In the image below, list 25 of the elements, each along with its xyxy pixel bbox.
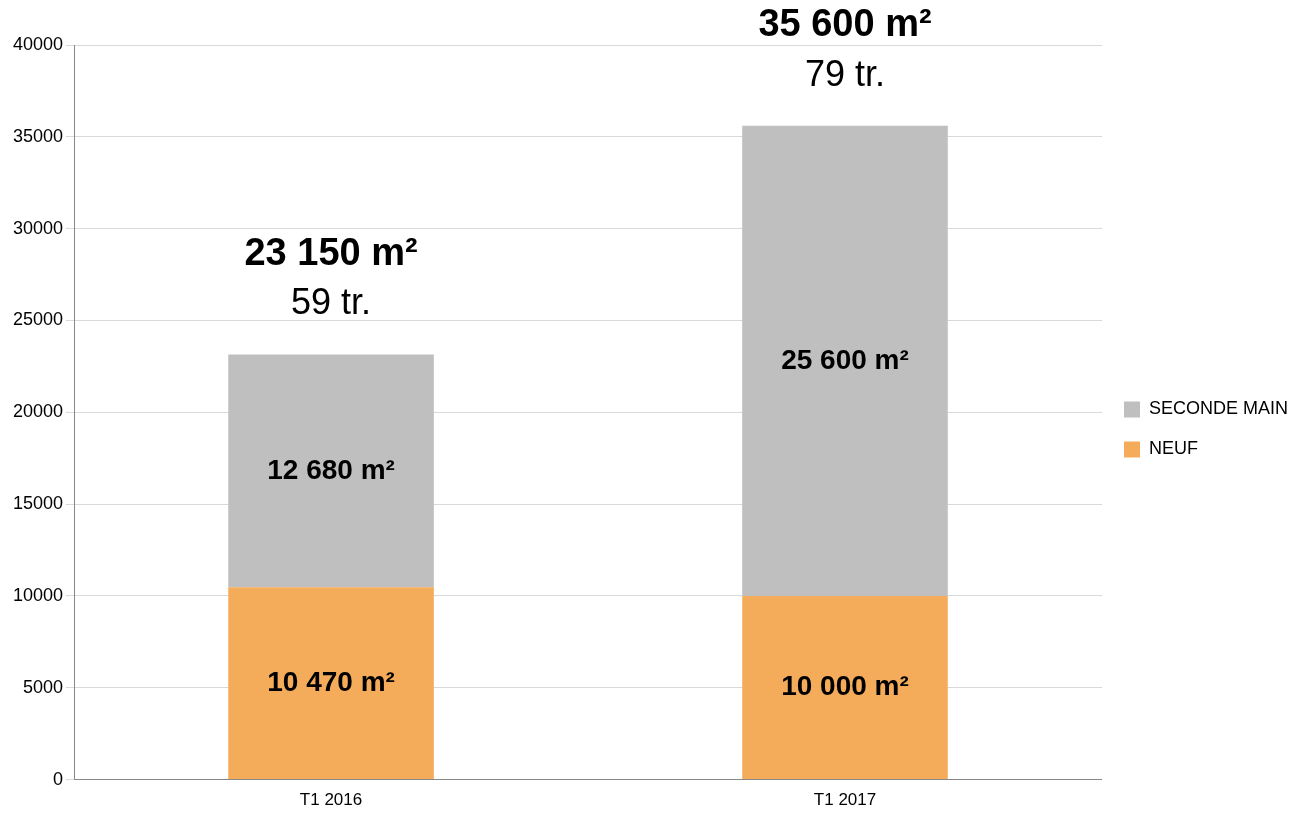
y-tick-label: 0 xyxy=(53,768,64,789)
annotation: 79 tr. xyxy=(804,52,886,94)
y-tick-label: 15000 xyxy=(12,493,64,514)
y-tick-label: 20000 xyxy=(12,401,64,422)
data-label: 25 600 m² xyxy=(781,343,909,375)
data-label: 10 470 m² xyxy=(267,665,395,697)
y-tick-label: 25000 xyxy=(12,309,64,330)
y-tick-label: 10000 xyxy=(12,584,64,605)
bar xyxy=(742,125,948,596)
y-tick-label: 5000 xyxy=(23,676,64,697)
data-label: 12 680 m² xyxy=(267,453,395,485)
y-tick-label: 35000 xyxy=(12,125,64,146)
legend-label: SECONDE MAIN xyxy=(1148,398,1289,419)
x-tick-label: T1 2017 xyxy=(813,790,877,810)
x-tick-label: T1 2016 xyxy=(299,790,363,810)
y-tick-label: 30000 xyxy=(12,217,64,238)
total-label: 35 600 m² xyxy=(758,2,932,45)
data-label: 10 000 m² xyxy=(781,670,909,702)
bar xyxy=(228,354,434,588)
legend-label: NEUF xyxy=(1148,438,1198,459)
y-tick-label: 40000 xyxy=(12,33,64,54)
bar xyxy=(742,595,948,780)
annotation: 59 tr. xyxy=(291,281,372,323)
total-label: 23 150 m² xyxy=(244,230,418,273)
bar xyxy=(228,587,434,780)
